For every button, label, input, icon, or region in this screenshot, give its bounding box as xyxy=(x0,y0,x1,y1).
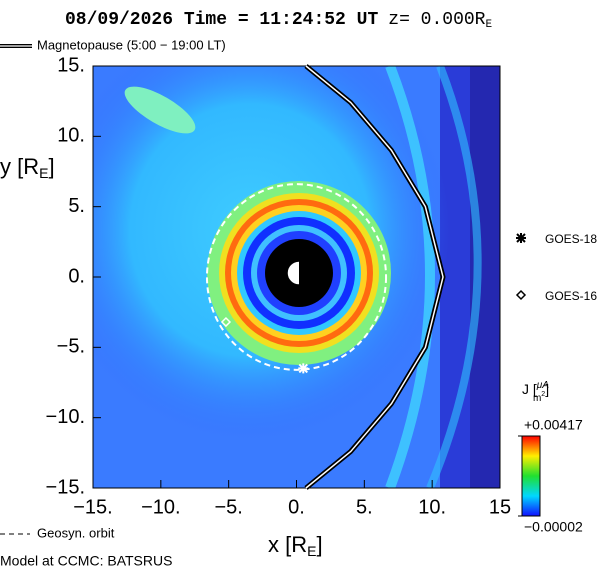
y-tick-label: 15. xyxy=(57,54,85,76)
y-tick-label: −15. xyxy=(46,476,85,498)
y-tick-label: −10. xyxy=(46,406,85,428)
legend-label: Geosyn. orbit xyxy=(37,525,115,540)
colorbar-tick-label: +0.00417 xyxy=(524,417,583,433)
x-tick-label: 0. xyxy=(288,496,305,518)
colorbar xyxy=(521,435,541,517)
magnetopause xyxy=(305,65,444,489)
y-axis-label: y [RE] xyxy=(0,154,55,181)
geosyn-orbit xyxy=(205,183,388,371)
legend-label: GOES-16 xyxy=(545,289,597,303)
legend-marker xyxy=(515,289,527,301)
satellite-marker xyxy=(298,363,309,374)
footer: Model at CCMC: BATSRUS xyxy=(0,553,172,569)
x-tick-label: 5. xyxy=(356,496,373,518)
x-tick-label: −5. xyxy=(214,496,242,518)
y-tick-label: 5. xyxy=(68,195,85,217)
y-tick-label: −5. xyxy=(57,336,85,358)
colorbar-tick-label: −0.00002 xyxy=(524,519,583,535)
legend-marker xyxy=(516,233,526,243)
x-axis-label: x [RE] xyxy=(268,532,323,559)
field-image xyxy=(93,66,500,488)
colorbar-label: J [μA m2] xyxy=(522,380,549,404)
y-tick-label: 0. xyxy=(68,265,85,287)
x-tick-label: −15. xyxy=(73,496,112,518)
legend-label: Magnetopause (5:00 − 19:00 LT) xyxy=(37,37,226,52)
satellite-marker xyxy=(220,316,232,328)
legend-label: GOES-18 xyxy=(545,232,597,246)
x-tick-label: 15 xyxy=(489,496,511,518)
x-tick-label: −10. xyxy=(141,496,180,518)
x-tick-label: 10. xyxy=(418,496,446,518)
y-tick-label: 10. xyxy=(57,125,85,147)
chart-title: 08/09/2026 Time = 11:24:52 UT z= 0.000RE xyxy=(65,10,492,31)
